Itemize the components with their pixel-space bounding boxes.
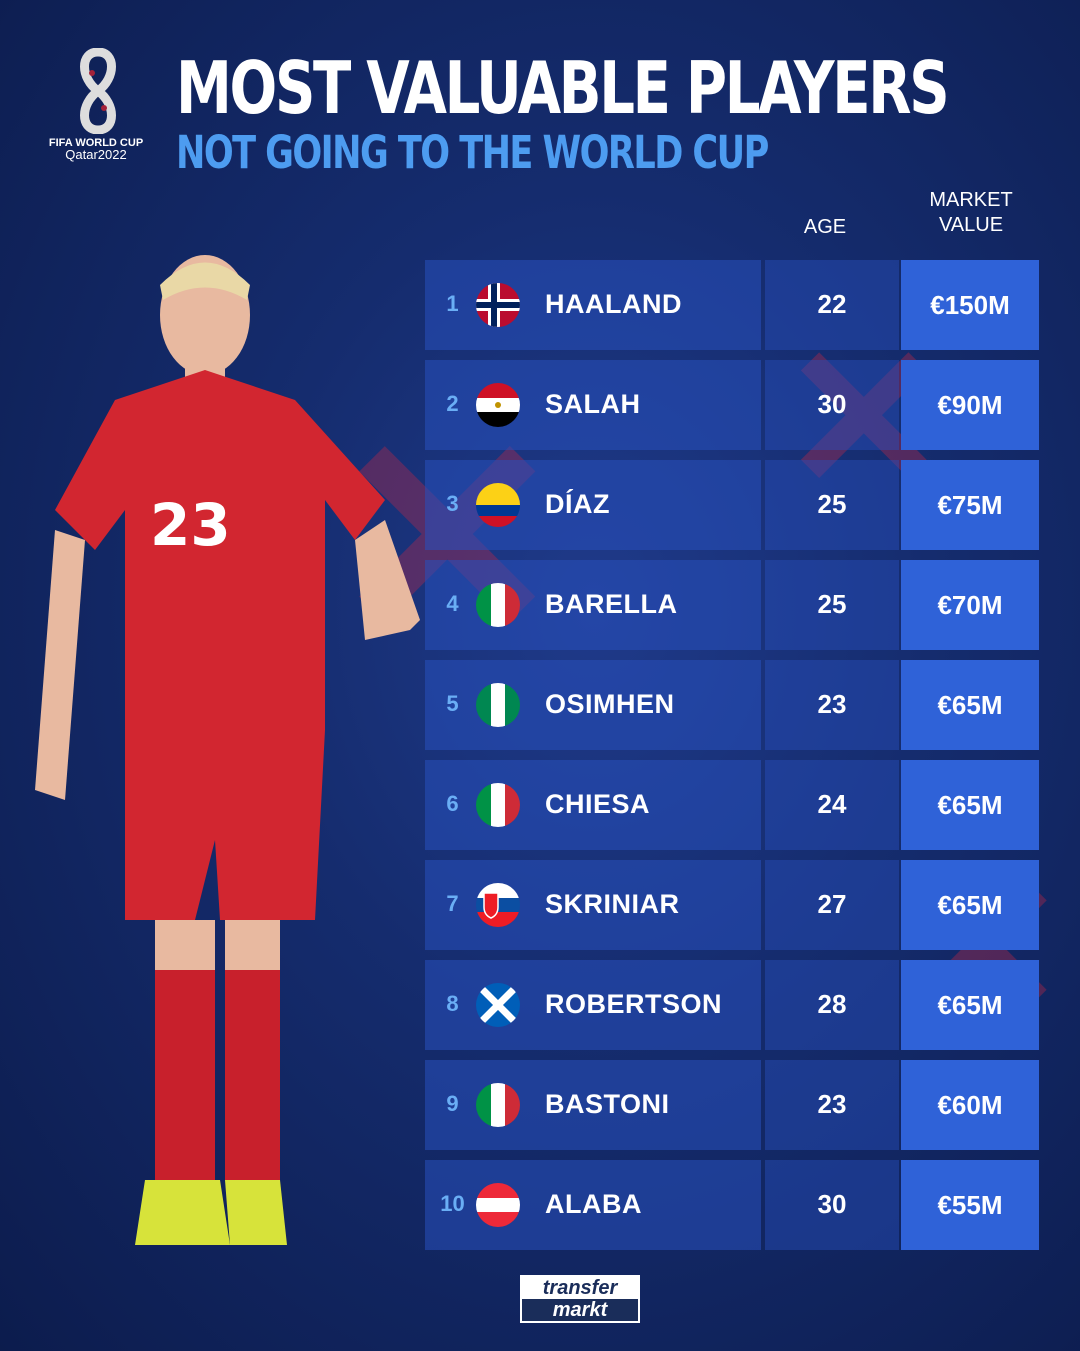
market-value: €70M <box>901 560 1039 650</box>
table-row: 3 DÍAZ 25 €75M <box>425 460 1039 550</box>
age-cell: 23 <box>765 1060 899 1150</box>
rank: 9 <box>446 1091 459 1116</box>
player-name: SALAH <box>545 389 641 419</box>
flag-norway-icon <box>476 283 520 327</box>
age-cell: 25 <box>765 560 899 650</box>
player-cell: 7 SKRINIAR <box>425 860 761 950</box>
player-photo: 23 <box>25 240 425 1255</box>
player-name: BARELLA <box>545 589 678 619</box>
market-value: €65M <box>901 960 1039 1050</box>
player-cell: 2 SALAH <box>425 360 761 450</box>
flag-colombia-icon <box>476 483 520 527</box>
player-age: 24 <box>817 789 847 819</box>
rank: 10 <box>440 1191 465 1216</box>
age-cell: 30 <box>765 360 899 450</box>
player-age: 23 <box>817 689 847 719</box>
age-cell: 25 <box>765 460 899 550</box>
flag-italy-icon <box>476 583 520 627</box>
flag-egypt-icon <box>476 383 520 427</box>
age-header: AGE <box>803 216 847 238</box>
svg-text:23: 23 <box>150 491 231 559</box>
player-name: SKRINIAR <box>545 889 680 919</box>
table-row: 9 BASTONI 23 €60M <box>425 1060 1039 1150</box>
table-row: 6 CHIESA 24 €65M <box>425 760 1039 850</box>
flag-austria-icon <box>476 1183 520 1227</box>
player-age: 25 <box>817 489 847 519</box>
age-cell: 24 <box>765 760 899 850</box>
age-cell: 22 <box>765 260 899 350</box>
world-cup-logo-text: FIFA WORLD CUP Qatar2022 <box>48 137 144 162</box>
age-cell: 23 <box>765 660 899 750</box>
player-cell: 4 BARELLA <box>425 560 761 650</box>
page-subtitle: NOT GOING TO THE WORLD CUP <box>176 126 769 179</box>
player-cell: 9 BASTONI <box>425 1060 761 1150</box>
flag-nigeria-icon <box>476 683 520 727</box>
flag-italy-icon <box>476 1083 520 1127</box>
table-row: 10 ALABA 30 €55M <box>425 1160 1039 1250</box>
market-value: €65M <box>901 860 1039 950</box>
market-value: €75M <box>901 460 1039 550</box>
rank: 5 <box>446 691 459 716</box>
table-row: 2 SALAH 30 €90M <box>425 360 1039 450</box>
player-age: 23 <box>817 1089 847 1119</box>
player-cell: 8 ROBERTSON <box>425 960 761 1050</box>
player-cell: 5 OSIMHEN <box>425 660 761 750</box>
player-age: 22 <box>817 289 847 319</box>
player-name: ALABA <box>545 1189 642 1219</box>
rank: 4 <box>446 591 459 616</box>
age-cell: 28 <box>765 960 899 1050</box>
player-cell: 1 HAALAND <box>425 260 761 350</box>
market-value: €150M <box>901 260 1039 350</box>
age-cell: 27 <box>765 860 899 950</box>
player-age: 30 <box>817 1189 847 1219</box>
rank: 7 <box>446 891 459 916</box>
table-row: 7 SKRINIAR 27 €65M <box>425 860 1039 950</box>
flag-scotland-icon <box>476 983 520 1027</box>
player-name: CHIESA <box>545 789 651 819</box>
market-value: €65M <box>901 760 1039 850</box>
table-row: 4 BARELLA 25 €70M <box>425 560 1039 650</box>
player-age: 30 <box>817 389 847 419</box>
player-name: ROBERTSON <box>545 989 723 1019</box>
table-row: 8 ROBERTSON 28 €65M <box>425 960 1039 1050</box>
player-name: BASTONI <box>545 1089 670 1119</box>
table-row: 5 OSIMHEN 23 €65M <box>425 660 1039 750</box>
age-cell: 30 <box>765 1160 899 1250</box>
player-age: 25 <box>817 589 847 619</box>
rank: 6 <box>446 791 459 816</box>
market-value-header: MARKET VALUE <box>929 189 1013 236</box>
player-name: OSIMHEN <box>545 689 675 719</box>
player-cell: 6 CHIESA <box>425 760 761 850</box>
player-name: DÍAZ <box>545 489 610 519</box>
rank: 8 <box>446 991 459 1016</box>
market-value: €90M <box>901 360 1039 450</box>
player-name: HAALAND <box>545 289 682 319</box>
player-age: 28 <box>817 989 847 1019</box>
player-age: 27 <box>817 889 847 919</box>
page-title: MOST VALUABLE PLAYERS <box>176 46 950 130</box>
rank: 2 <box>446 391 459 416</box>
player-cell: 10 ALABA <box>425 1160 761 1250</box>
market-value: €60M <box>901 1060 1039 1150</box>
market-value: €65M <box>901 660 1039 750</box>
player-cell: 3 DÍAZ <box>425 460 761 550</box>
rank: 3 <box>446 491 459 516</box>
world-cup-logo <box>70 47 126 139</box>
market-value: €55M <box>901 1160 1039 1250</box>
rank: 1 <box>446 291 459 316</box>
transfermarkt-logo: transfer markt <box>520 1275 640 1323</box>
flag-slovakia-icon <box>476 883 520 927</box>
flag-italy-icon <box>476 783 520 827</box>
table-row: 1 HAALAND 22 €150M <box>425 260 1039 350</box>
